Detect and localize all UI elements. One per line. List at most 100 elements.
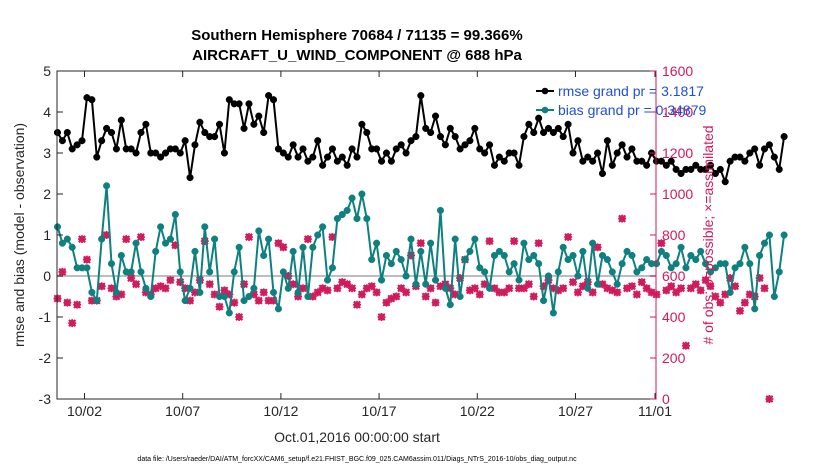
- bias-point: [780, 231, 788, 239]
- rmse-point: [171, 145, 179, 153]
- bias-point: [137, 268, 145, 276]
- legend-marker: [541, 87, 549, 95]
- bias-point: [751, 305, 759, 313]
- bias-point: [402, 272, 410, 280]
- bias-point: [63, 235, 71, 243]
- rmse-point: [711, 169, 719, 178]
- obs-possible-marker: [495, 288, 503, 296]
- obs-possible-marker: [716, 299, 724, 307]
- rmse-point: [363, 128, 371, 137]
- bias-point: [68, 243, 76, 251]
- obs-possible-marker: [530, 293, 538, 300]
- rmse-point: [461, 141, 469, 149]
- obs-possible-marker: [402, 288, 410, 296]
- obs-possible-marker: [73, 301, 81, 309]
- rmse-point: [387, 157, 395, 165]
- rmse-point: [279, 149, 287, 157]
- bias-point: [476, 264, 484, 272]
- bias-point: [348, 194, 356, 202]
- rmse-point: [721, 178, 729, 186]
- bias-point: [260, 251, 268, 260]
- bias-point: [250, 284, 258, 292]
- bias-point: [107, 260, 116, 268]
- y-right-tick-label: 0: [662, 391, 670, 407]
- bias-point: [304, 292, 312, 301]
- obs-possible-marker: [314, 288, 322, 296]
- rmse-point: [594, 149, 602, 157]
- rmse-point: [535, 114, 543, 122]
- rmse-point: [348, 145, 356, 153]
- y-right-tick-label: 1000: [662, 186, 693, 202]
- rmse-point: [456, 145, 464, 153]
- bias-point: [230, 268, 238, 276]
- rmse-point: [726, 157, 734, 165]
- x-axis-label: Oct.01,2016 00:00:00 start: [274, 429, 440, 445]
- rmse-point: [672, 165, 680, 173]
- bias-point: [206, 268, 214, 276]
- rmse-point: [760, 145, 769, 153]
- bias-point: [441, 284, 449, 292]
- rmse-point: [677, 169, 685, 178]
- rmse-point: [343, 161, 351, 169]
- rmse-point: [358, 120, 366, 128]
- rmse-point: [436, 133, 445, 141]
- obs-possible-marker: [353, 301, 361, 309]
- rmse-point: [657, 157, 665, 165]
- bias-point: [486, 284, 494, 292]
- bias-point: [132, 239, 140, 247]
- rmse-point: [746, 149, 754, 157]
- bias-point: [643, 256, 651, 264]
- obs-possible-marker: [618, 215, 626, 223]
- bias-point: [412, 280, 420, 288]
- obs-possible-marker: [672, 288, 680, 296]
- y-tick-label: -1: [39, 309, 52, 325]
- bias-point: [407, 235, 415, 243]
- rmse-point: [304, 157, 312, 165]
- bias-point: [633, 268, 641, 276]
- bias-point: [93, 297, 101, 305]
- rmse-point: [520, 133, 528, 141]
- y-right-tick-label: 200: [662, 350, 686, 366]
- rmse-point: [417, 92, 425, 100]
- obs-possible-marker: [628, 282, 636, 290]
- obs-possible-marker: [83, 256, 91, 264]
- bias-point: [235, 243, 243, 251]
- obs-possible-marker: [397, 284, 405, 292]
- bias-point: [515, 276, 523, 284]
- obs-possible-marker: [378, 313, 386, 321]
- rmse-point: [638, 157, 646, 165]
- rmse-point: [235, 100, 243, 108]
- rmse-point: [328, 145, 336, 153]
- rmse-point: [510, 149, 518, 157]
- obs-possible-marker: [594, 243, 602, 251]
- x-tick-label: 11/01: [638, 403, 672, 419]
- obs-possible-marker: [677, 284, 685, 292]
- x-tick-label: 10/22: [460, 403, 495, 419]
- bias-point: [127, 268, 135, 276]
- rmse-point: [667, 157, 675, 165]
- rmse-point: [569, 149, 577, 157]
- rmse-point: [68, 145, 76, 153]
- obs-possible-marker: [343, 280, 351, 288]
- bias-point: [746, 260, 754, 268]
- bias-point: [697, 247, 705, 255]
- bias-point: [530, 251, 538, 260]
- bias-point: [726, 288, 734, 296]
- series-layer: [53, 92, 788, 317]
- bias-point: [461, 256, 469, 264]
- obs-possible-marker: [711, 293, 719, 300]
- obs-possible-marker: [706, 282, 714, 290]
- rmse-point: [299, 145, 307, 153]
- rmse-point: [466, 137, 474, 145]
- rmse-point: [191, 141, 199, 149]
- rmse-point: [377, 157, 386, 165]
- bias-point: [117, 251, 125, 260]
- obs-possible-marker: [333, 284, 341, 292]
- rmse-point: [152, 149, 160, 157]
- bias-point: [157, 223, 165, 231]
- bias-point: [431, 276, 440, 284]
- y-tick-label: 5: [43, 63, 51, 79]
- bias-point: [83, 264, 91, 272]
- rmse-point: [736, 153, 744, 161]
- obs-possible-marker: [702, 276, 710, 284]
